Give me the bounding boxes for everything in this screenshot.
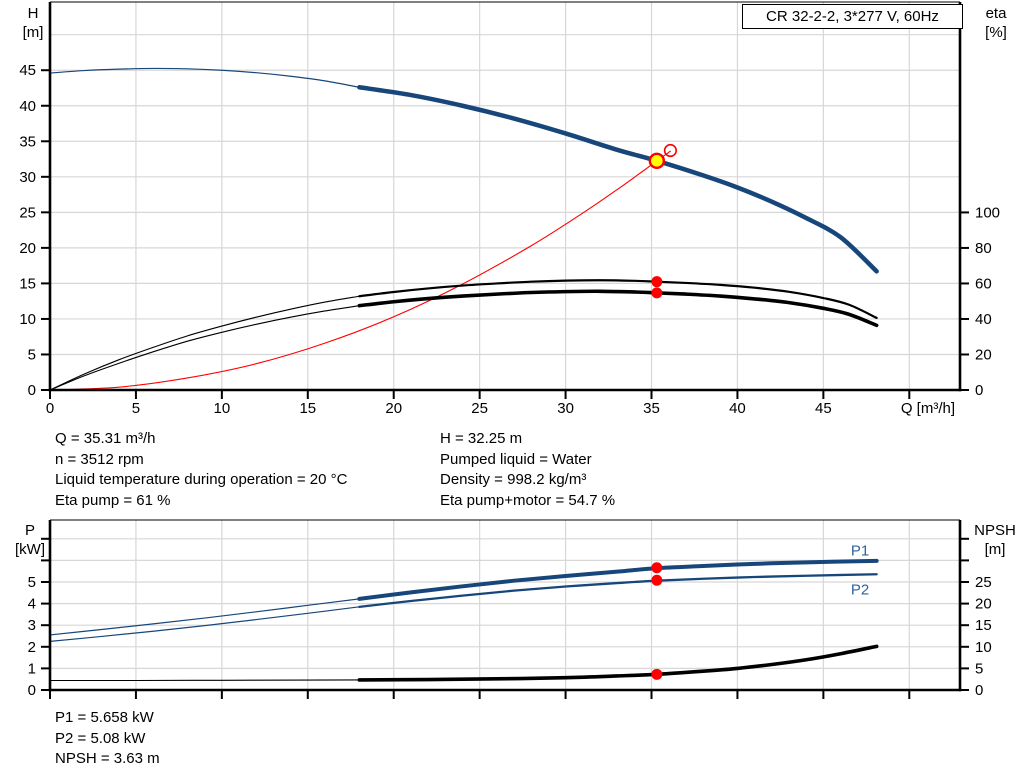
p1-point-marker (651, 562, 663, 574)
eta-axis-title: eta [%] (972, 4, 1020, 42)
lower-chart: 0 1 2 3 4 5 0 5 10 15 20 25 P1 P2 (28, 519, 992, 699)
eta-pump-curve (49, 295, 360, 391)
right-axis-tick-label: 60 (975, 275, 992, 292)
p1-value-label: P1 = 5.658 kW (55, 709, 154, 726)
x-axis-tick-label: 40 (729, 400, 746, 417)
left-axis-tick-label: 45 (19, 62, 36, 79)
npsh-curve (357, 644, 879, 682)
eta-pump-point-marker (651, 276, 663, 288)
p1-curve (49, 598, 360, 636)
duty-info-right: H = 32.25 m Pumped liquid = Water Densit… (440, 429, 615, 511)
x-axis-tick-label: 0 (46, 400, 54, 417)
eta-pump-motor-curve (357, 289, 879, 328)
p2-value-label: P2 = 5.08 kW (55, 729, 146, 747)
npsh-axis-name: NPSH (974, 522, 1016, 539)
left-axis-tick-label: 15 (19, 275, 36, 292)
right-axis-tick-label: 5 (975, 660, 983, 677)
right-axis-tick-label: 20 (975, 596, 992, 613)
npsh-point-marker (651, 668, 663, 680)
h-axis-name: H (27, 5, 39, 22)
x-axis-tick-label: 25 (471, 400, 488, 417)
eta-pump-motor-curve (49, 305, 360, 391)
x-axis-tick-label: 5 (132, 400, 140, 417)
duty-speed-label: n = 3512 rpm (55, 450, 144, 468)
right-axis-tick-label: 10 (975, 639, 992, 656)
right-axis-tick-label: 20 (975, 346, 992, 363)
right-axis-tick-label: 0 (975, 682, 983, 699)
x-axis-tick-label: 10 (214, 400, 231, 417)
npsh-axis-unit: [m] (984, 541, 1006, 558)
p2-curve (358, 573, 878, 608)
duty-h-label: H = 32.25 m (440, 430, 523, 447)
title-box: CR 32-2-2, 3*277 V, 60Hz (742, 4, 963, 29)
p2-curve (49, 606, 360, 642)
left-axis-tick-label: 0 (28, 382, 36, 399)
duty-eta-pump-motor-label: Eta pump+motor = 54.7 % (440, 491, 616, 509)
p1-curve-label: P1 (851, 543, 869, 560)
left-axis-tick-label: 1 (28, 660, 36, 677)
hq-curve (49, 67, 360, 88)
right-axis-tick-label: 40 (975, 311, 992, 328)
x-axis-tick-label: 20 (385, 400, 402, 417)
hq-curve (357, 85, 879, 274)
duty-temperature-label: Liquid temperature during operation = 20… (55, 471, 348, 489)
system-curve (49, 150, 671, 391)
left-axis-tick-label: 25 (19, 204, 36, 221)
p1-curve (357, 558, 879, 601)
duty-eta-pump-label: Eta pump = 61 % (55, 491, 171, 509)
right-axis-tick-label: 80 (975, 240, 992, 257)
x-axis-tick-label: 15 (299, 400, 316, 417)
duty-info-left: Q = 35.31 m³/h n = 3512 rpm Liquid tempe… (55, 429, 347, 511)
left-axis-tick-label: 2 (28, 639, 36, 656)
h-axis-unit: [m] (22, 24, 44, 41)
npsh-axis-title: NPSH [m] (968, 521, 1022, 559)
right-axis-tick-label: 100 (975, 204, 1000, 221)
right-axis-tick-label: 0 (975, 382, 983, 399)
left-axis-tick-label: 5 (28, 346, 36, 363)
q-axis-title: Q [m³/h] (900, 400, 955, 417)
left-axis-tick-label: 30 (19, 169, 36, 186)
duty-q-label: Q = 35.31 m³/h (55, 430, 156, 447)
x-axis-tick-label: 30 (557, 400, 574, 417)
pump-type-label: CR 32-2-2, 3*277 V, 60Hz (766, 8, 939, 25)
rated-point-marker (663, 143, 678, 158)
p-axis-title: P [kW] (7, 521, 53, 559)
p-axis-name: P (24, 522, 35, 539)
npsh-value-label: NPSH = 3.63 m (55, 750, 160, 768)
eta-pump-motor-point-marker (651, 287, 663, 299)
eta-pump-curve (358, 279, 878, 320)
p-axis-unit: [kW] (15, 541, 45, 558)
left-axis-tick-label: 3 (28, 617, 36, 634)
upper-chart: 0 5 10 15 20 25 30 35 40 45 0 20 40 60 80 100 0 5 10 15 20 25… (19, 1, 1000, 417)
duty-density-label: Density = 998.2 kg/m³ (440, 471, 587, 489)
left-axis-tick-label: 20 (19, 240, 36, 257)
duty-liquid-label: Pumped liquid = Water (440, 450, 592, 468)
right-axis-tick-label: 15 (975, 617, 992, 634)
left-axis-tick-label: 0 (28, 682, 36, 699)
x-axis-tick-label: 45 (815, 400, 832, 417)
eta-axis-name: eta (985, 5, 1007, 22)
right-axis-tick-label: 25 (975, 574, 992, 591)
npsh-curve (49, 679, 360, 682)
left-axis-tick-label: 40 (19, 98, 36, 115)
eta-axis-unit: [%] (985, 24, 1007, 41)
p2-point-marker (651, 574, 663, 586)
left-axis-tick-label: 5 (28, 574, 36, 591)
left-axis-tick-label: 4 (28, 596, 36, 613)
left-axis-tick-label: 35 (19, 133, 36, 150)
h-axis-title: H [m] (10, 4, 56, 42)
duty-point-marker (648, 152, 666, 170)
p2-curve-label: P2 (851, 582, 869, 599)
left-axis-tick-label: 10 (19, 311, 36, 328)
x-axis-tick-label: 35 (643, 400, 660, 417)
power-info: P1 = 5.658 kW P2 = 5.08 kW NPSH = 3.63 m (55, 708, 160, 770)
